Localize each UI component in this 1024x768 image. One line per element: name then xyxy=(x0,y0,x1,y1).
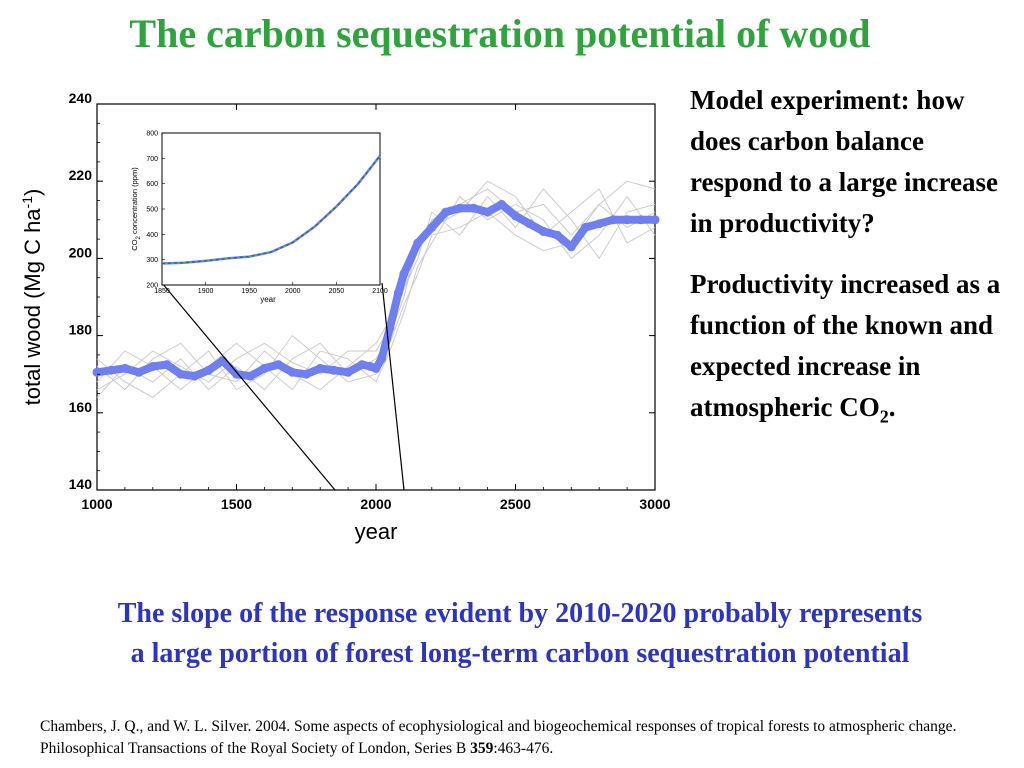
conclusion-line-1: The slope of the response evident by 201… xyxy=(117,598,923,629)
total-wood-point xyxy=(371,363,381,373)
x-tick-label: 3000 xyxy=(639,496,670,512)
total-wood-point xyxy=(259,363,269,373)
total-wood-point xyxy=(246,371,255,381)
inset-background xyxy=(162,133,380,285)
total-wood-point xyxy=(636,215,646,225)
inset-x-tick-label: 1950 xyxy=(241,288,257,295)
total-wood-point xyxy=(106,365,116,375)
inset-y-tick-label: 800 xyxy=(146,131,158,138)
total-wood-point xyxy=(469,203,479,213)
y-tick-label: 220 xyxy=(69,167,93,183)
x-tick-label: 1000 xyxy=(81,496,112,512)
inset-y-tick-label: 500 xyxy=(146,207,158,214)
y-tick-label: 200 xyxy=(69,244,93,260)
y-tick-label: 240 xyxy=(69,90,93,106)
slide-title: The carbon sequestration potential of wo… xyxy=(129,11,871,56)
inset-x-tick-label: 2000 xyxy=(285,288,301,295)
total-wood-point xyxy=(497,199,507,209)
total-wood-point xyxy=(120,363,130,373)
inset-x-tick-label: 1850 xyxy=(154,288,170,295)
side-paragraph-question: Model experiment: how does carbon balanc… xyxy=(690,85,998,238)
total-wood-point xyxy=(455,203,465,213)
total-wood-point xyxy=(525,219,534,229)
total-wood-point xyxy=(413,238,423,248)
side-text: Model experiment: how does carbon balanc… xyxy=(690,80,1020,457)
conclusion-text: The slope of the response evident by 201… xyxy=(20,594,1020,674)
inset-x-tick-labels: 1850 1900 1950 2000 2050 2100 xyxy=(154,282,388,295)
total-wood-point xyxy=(377,354,387,364)
total-wood-point xyxy=(427,223,437,232)
total-wood-point xyxy=(162,360,172,370)
x-tick-label: 1500 xyxy=(221,496,252,512)
total-wood-point xyxy=(204,365,214,375)
inset-series xyxy=(161,155,381,265)
total-wood-point xyxy=(385,323,395,333)
total-wood-point xyxy=(650,215,660,225)
inset-y-tick-label: 200 xyxy=(146,283,158,290)
total-wood-point xyxy=(538,226,548,236)
inset-connector-right xyxy=(381,282,405,491)
total-wood-point xyxy=(301,369,311,379)
inset-y-axis-label: CO2 concentration (ppm) xyxy=(130,167,142,251)
wood-chart: 1000 1500 2000 2500 3000 140160180200220240 … xyxy=(19,90,671,544)
y-tick-label: 140 xyxy=(69,476,93,492)
inset-y-tick-label: 700 xyxy=(146,156,158,163)
inset-y-tick-label: 300 xyxy=(146,257,158,264)
total-wood-point xyxy=(315,363,325,373)
total-wood-point xyxy=(441,207,451,217)
total-wood-point xyxy=(566,242,576,252)
y-axis-label: total wood (Mg C ha-1) xyxy=(19,189,45,406)
x-tick-label: 2500 xyxy=(500,496,531,512)
inset-connector-left xyxy=(161,282,336,491)
side-paragraph-method: Productivity increased as a function of … xyxy=(690,269,1001,427)
inset-x-tick-label: 1900 xyxy=(198,288,214,295)
total-wood-point xyxy=(134,367,144,377)
total-wood-point xyxy=(399,269,409,279)
total-wood-point xyxy=(594,219,604,229)
inset-x-tick-label: 2050 xyxy=(329,288,345,295)
total-wood-point xyxy=(218,356,228,366)
main-series xyxy=(92,199,660,381)
total-wood-point xyxy=(273,360,283,370)
total-wood-point xyxy=(343,367,353,377)
total-wood-point xyxy=(92,367,102,377)
total-wood-point xyxy=(622,215,632,225)
total-wood-point xyxy=(148,362,158,371)
inset-y-tick-label: 600 xyxy=(146,181,158,188)
total-wood-point xyxy=(511,211,520,221)
total-wood-point xyxy=(329,365,339,375)
inset-chart: 1850 1900 1950 2000 2050 2100 200 300 400 500 600… xyxy=(130,131,405,491)
total-wood-point xyxy=(608,215,618,225)
inset-x-tick-label: 2100 xyxy=(372,288,388,295)
total-wood-point xyxy=(580,223,590,232)
conclusion-line-2: a large portion of forest long-term carb… xyxy=(130,638,910,669)
y-tick-label: 160 xyxy=(69,399,93,415)
inset-y-tick-labels: 200 300 400 500 600 700 800 xyxy=(146,131,165,290)
x-tick-labels: 1000 1500 2000 2500 3000 xyxy=(81,104,671,512)
total-wood-point xyxy=(232,369,241,379)
x-tick-label: 2000 xyxy=(360,496,391,512)
y-tick-label: 180 xyxy=(69,322,93,338)
x-axis-label: year xyxy=(355,519,398,544)
total-wood-point xyxy=(483,207,493,217)
co2-dashed-line xyxy=(161,155,381,265)
y-tick-labels: 140 160 180 200 220 240 xyxy=(69,90,655,492)
total-wood-point xyxy=(287,367,297,377)
citation: Chambers, J. Q., and W. L. Silver. 2004.… xyxy=(40,718,957,757)
total-wood-point xyxy=(393,288,403,298)
total-wood-point xyxy=(552,230,562,240)
inset-x-axis-label: year xyxy=(260,295,276,304)
inset-y-tick-label: 400 xyxy=(146,232,158,239)
main-chart: 1000 1500 2000 2500 3000 140160180200220240 … xyxy=(19,90,671,544)
total-wood-point xyxy=(190,371,200,381)
total-wood-point xyxy=(357,360,367,370)
total-wood-point xyxy=(176,369,186,379)
